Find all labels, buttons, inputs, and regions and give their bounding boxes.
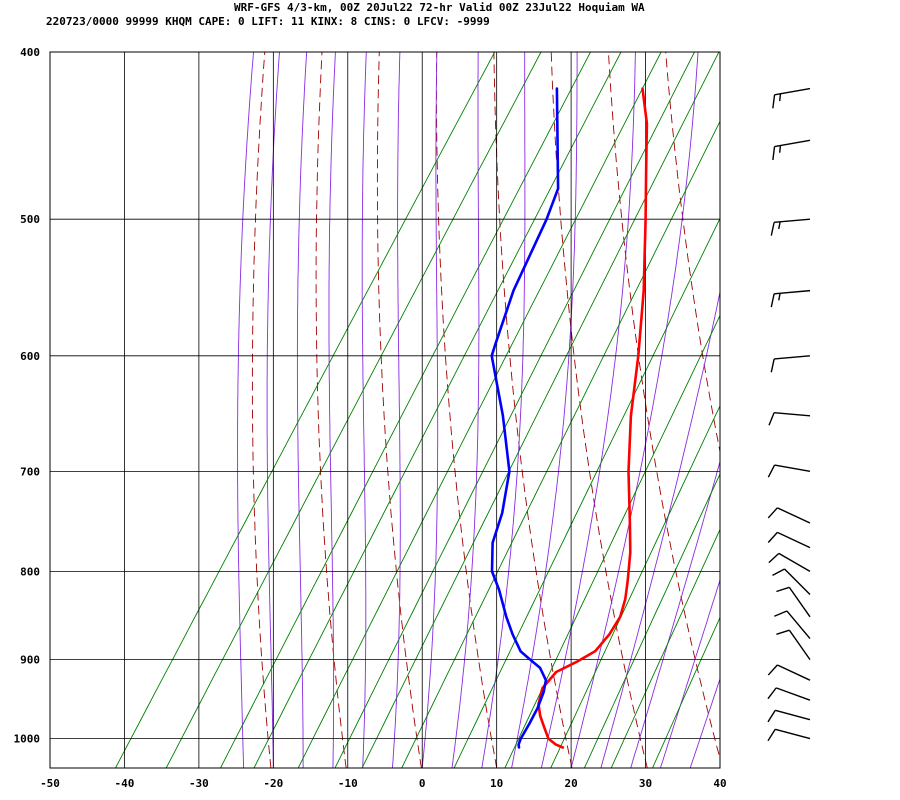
temperature-tick-label: 10 xyxy=(490,777,503,790)
wind-barb xyxy=(767,464,811,478)
wind-barb xyxy=(770,355,811,373)
wind-barb xyxy=(767,531,811,549)
moist-adiabat-line xyxy=(570,52,699,768)
wind-barb xyxy=(770,218,811,236)
pressure-tick-label: 900 xyxy=(20,654,40,667)
moist-adiabat-line xyxy=(630,459,720,768)
wind-barb xyxy=(767,664,811,681)
pressure-tick-label: 800 xyxy=(20,565,40,578)
dry-adiabat-line xyxy=(550,52,648,768)
dry-adiabat-line xyxy=(723,52,873,768)
wind-barb xyxy=(767,709,811,723)
mixing-ratio-line xyxy=(652,616,720,768)
station-info-line: 220723/0000 99999 KHQM CAPE: 0 LIFT: 11 … xyxy=(46,15,490,28)
dry-adiabat-line xyxy=(251,52,272,768)
moist-adiabat-line xyxy=(511,52,578,768)
moist-adiabat-line xyxy=(659,578,720,768)
pressure-tick-label: 700 xyxy=(20,465,40,478)
temperature-axis: -50 -40 -30 -20 -10 0 10 20 30 40 xyxy=(40,777,727,790)
pressure-tick-label: 400 xyxy=(20,46,40,59)
moist-adiabat-line xyxy=(266,52,280,768)
mixing-ratio-line xyxy=(361,52,720,768)
mixing-ratio-line xyxy=(220,52,591,768)
moist-adiabat-line xyxy=(689,677,720,768)
dry-adiabat-line xyxy=(315,52,347,768)
temperature-tick-label: -40 xyxy=(115,777,135,790)
mixing-ratio-line xyxy=(297,52,662,768)
moist-adiabat-line xyxy=(421,52,439,768)
pressure-axis: 400 500 600 700 800 900 1000 xyxy=(14,46,41,746)
temperature-tick-label: -50 xyxy=(40,777,60,790)
temperature-tick-label: -10 xyxy=(338,777,358,790)
plot-frame xyxy=(49,51,721,769)
moist-adiabat-line xyxy=(451,52,480,768)
wind-barb xyxy=(768,411,811,426)
temperature-tick-label: 0 xyxy=(419,777,426,790)
temperature-tick-label: 20 xyxy=(564,777,577,790)
dry-adiabat-line xyxy=(838,52,900,768)
mixing-ratio-line xyxy=(550,404,720,768)
dry-adiabat-line xyxy=(780,52,900,768)
isotherm-grid xyxy=(49,51,721,768)
mixing-ratio-line xyxy=(115,52,496,768)
mixing-ratio-line xyxy=(165,52,542,768)
dry-adiabat-line xyxy=(895,52,900,768)
wind-barb xyxy=(767,687,811,701)
dry-adiabat-line xyxy=(436,52,498,768)
wind-barb xyxy=(767,507,811,524)
moist-adiabat-line xyxy=(237,52,254,768)
dry-adiabat-line xyxy=(665,52,720,455)
moist-adiabat-line xyxy=(328,52,336,768)
wind-barb xyxy=(770,289,811,308)
wind-barb xyxy=(768,552,811,573)
chart-title: WRF-GFS 4/3-km, 00Z 20Jul22 72-hr Valid … xyxy=(234,1,645,14)
moist-adiabat-line xyxy=(540,52,636,768)
mixing-ratio-line xyxy=(401,120,720,768)
moist-adiabat-line xyxy=(296,52,308,768)
temperature-tick-label: -30 xyxy=(189,777,209,790)
wind-barb xyxy=(776,586,811,618)
background-lines xyxy=(115,52,900,768)
temperature-trace xyxy=(537,87,649,749)
moist-adiabat-line xyxy=(481,52,526,768)
temperature-tick-label: 40 xyxy=(713,777,726,790)
mixing-ratio-line xyxy=(334,52,695,768)
wind-barb xyxy=(774,610,811,640)
wind-barb xyxy=(772,568,811,595)
dewpoint-trace xyxy=(490,87,560,749)
mixing-ratio-line xyxy=(253,52,622,768)
dry-adiabat-line xyxy=(607,52,720,761)
wind-barb xyxy=(772,87,811,109)
mixing-ratio-line xyxy=(453,217,720,768)
mixing-ratio-line xyxy=(610,528,720,768)
pressure-tick-label: 1000 xyxy=(14,733,41,746)
moist-adiabat-line xyxy=(361,52,367,768)
temperature-tick-label: 30 xyxy=(639,777,652,790)
pressure-tick-label: 600 xyxy=(20,350,40,363)
wind-barb xyxy=(772,139,811,161)
wind-barb xyxy=(776,629,811,661)
sounding-traces xyxy=(490,87,649,749)
mixing-ratio-line xyxy=(583,473,720,768)
wind-barb xyxy=(767,728,811,742)
wind-barb-column xyxy=(767,87,811,742)
moist-adiabat-line xyxy=(600,289,720,768)
temperature-tick-label: -20 xyxy=(263,777,283,790)
pressure-tick-label: 500 xyxy=(20,213,40,226)
moist-adiabat-line xyxy=(391,52,401,768)
